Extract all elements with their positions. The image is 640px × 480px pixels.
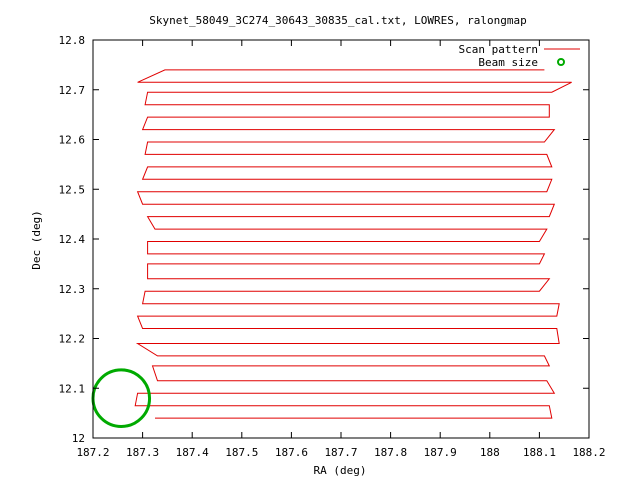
y-tick-label: 12.8 xyxy=(59,34,86,47)
y-tick-label: 12.2 xyxy=(59,333,86,346)
y-tick-label: 12 xyxy=(72,432,85,445)
chart-title: Skynet_58049_3C274_30643_30835_cal.txt, … xyxy=(149,14,527,27)
y-tick-label: 12.1 xyxy=(59,382,86,395)
x-tick-label: 188 xyxy=(480,446,500,459)
legend-label-beam-size: Beam size xyxy=(478,56,538,69)
plot-area xyxy=(91,69,572,428)
legend-swatch-beam-size xyxy=(557,58,565,66)
y-tick-label: 12.6 xyxy=(59,134,86,147)
y-tick-label: 12.4 xyxy=(59,233,86,246)
y-tick-label: 12.3 xyxy=(59,283,86,296)
x-axis: 187.2 187.3 187.4 187.5 187.6 187.7 187.8 187.9… xyxy=(76,40,606,459)
x-tick-label: 187.7 xyxy=(324,446,357,459)
x-tick-label: 188.2 xyxy=(572,446,605,459)
x-tick-label: 187.4 xyxy=(176,446,209,459)
legend-label-scan-pattern: Scan pattern xyxy=(459,43,538,56)
y-axis: 12 12.1 12.2 12.3 12.4 12.5 12.6 12.7 12.8 xyxy=(59,34,589,445)
y-tick-label: 12.7 xyxy=(59,84,86,97)
series-beam-size xyxy=(91,368,152,428)
x-tick-label: 187.6 xyxy=(275,446,308,459)
legend: Scan pattern Beam size xyxy=(459,43,580,69)
y-axis-label: Dec (deg) xyxy=(30,210,43,270)
x-tick-label: 187.5 xyxy=(225,446,258,459)
x-tick-label: 187.9 xyxy=(424,446,457,459)
x-tick-label: 187.3 xyxy=(126,446,159,459)
y-tick-label: 12.5 xyxy=(59,183,86,196)
x-tick-label: 187.8 xyxy=(374,446,407,459)
plot-frame xyxy=(92,39,590,439)
series-scan-pattern xyxy=(134,69,572,419)
x-tick-label: 187.2 xyxy=(76,446,109,459)
x-tick-label: 188.1 xyxy=(523,446,556,459)
x-axis-label: RA (deg) xyxy=(314,464,367,477)
